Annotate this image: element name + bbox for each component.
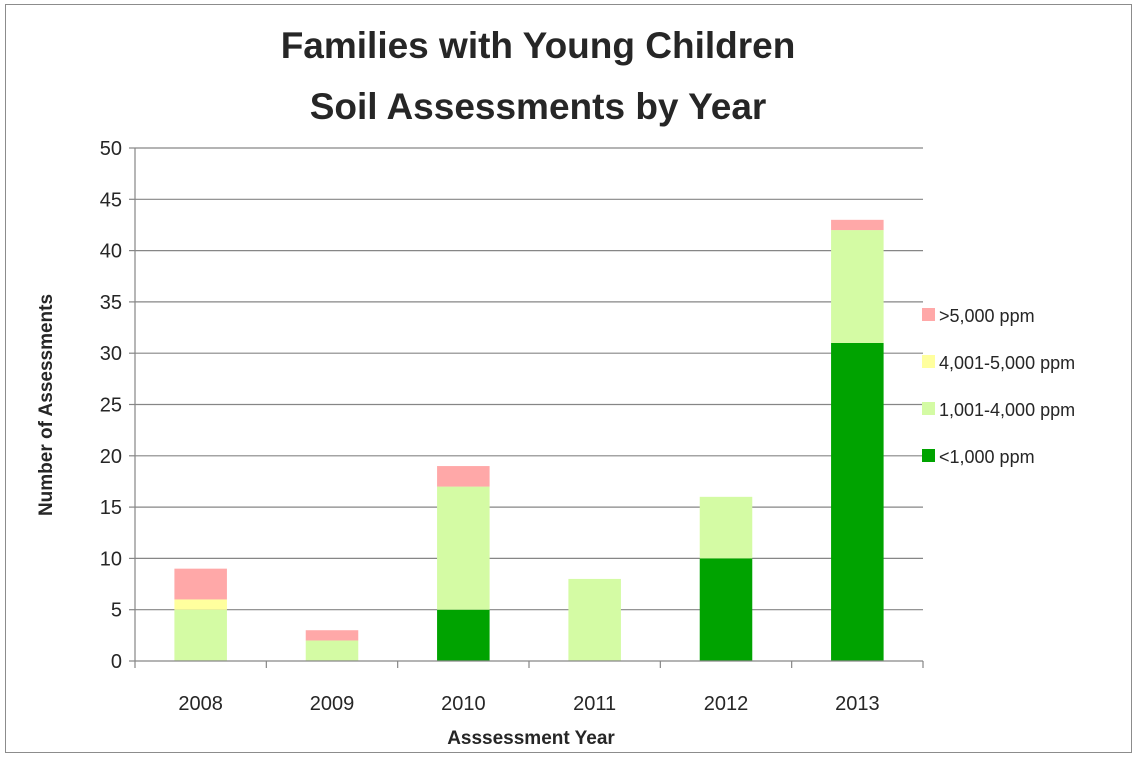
bar-segment [174,609,227,661]
y-tick-label: 50 [100,138,122,160]
chart-title-line-1: Families with Young Children [281,25,796,66]
legend-swatch [922,355,935,368]
x-tick-label: 2008 [178,693,223,715]
legend: >5,000 ppm 4,001-5,000 ppm 1,001-4,000 ppm… [922,306,1075,467]
chart-frame [5,4,1132,753]
y-tick-label: 40 [100,241,122,263]
x-tick-label: 2009 [310,693,355,715]
y-tick-label: 10 [100,548,122,570]
bar-segment [305,630,359,641]
bar-segment [437,609,490,661]
y-tick-labels: 0 5 10 15 20 25 30 35 40 45 50 [100,138,122,673]
y-tick-label: 0 [111,651,122,673]
legend-swatch [922,308,935,321]
bar-segment [437,486,490,610]
y-axis-title: Number of Assessments [36,294,57,516]
y-tick-label: 35 [100,292,122,314]
x-tick-label: 2013 [835,693,880,715]
legend-label: <1,000 ppm [939,447,1035,467]
legend-swatch [922,402,935,415]
y-tick-label: 15 [100,497,122,519]
legend-swatch [922,449,935,462]
y-tick-label: 20 [100,446,122,468]
bar-segment [831,219,884,231]
bar-segment [437,466,490,487]
chart-title-line-2: Soil Assessments by Year [310,86,767,127]
legend-label: >5,000 ppm [939,306,1035,326]
gridlines [129,147,923,662]
y-tick-label: 25 [100,395,122,417]
bar-segment [831,342,884,661]
axes [134,148,924,668]
bar-segment [568,578,621,661]
bar-segment [699,558,753,661]
x-axis-title: Asssessment Year [447,728,615,749]
bar-segment [174,599,227,610]
x-tick-label: 2010 [441,693,486,715]
y-tick-label: 5 [111,600,122,622]
bar-segment [831,230,884,343]
x-tick-labels: 2008 2009 2010 2011 2012 2013 [178,693,879,715]
x-tick-label: 2011 [573,693,616,715]
legend-label: 1,001-4,000 ppm [939,400,1075,420]
x-tick-label: 2012 [704,693,749,715]
legend-label: 4,001-5,000 ppm [939,353,1075,373]
y-tick-label: 45 [100,189,122,211]
bar-segment [174,568,227,600]
bar-segment [305,640,359,661]
y-tick-label: 30 [100,343,122,365]
bars [174,219,884,661]
bar-segment [699,496,753,559]
